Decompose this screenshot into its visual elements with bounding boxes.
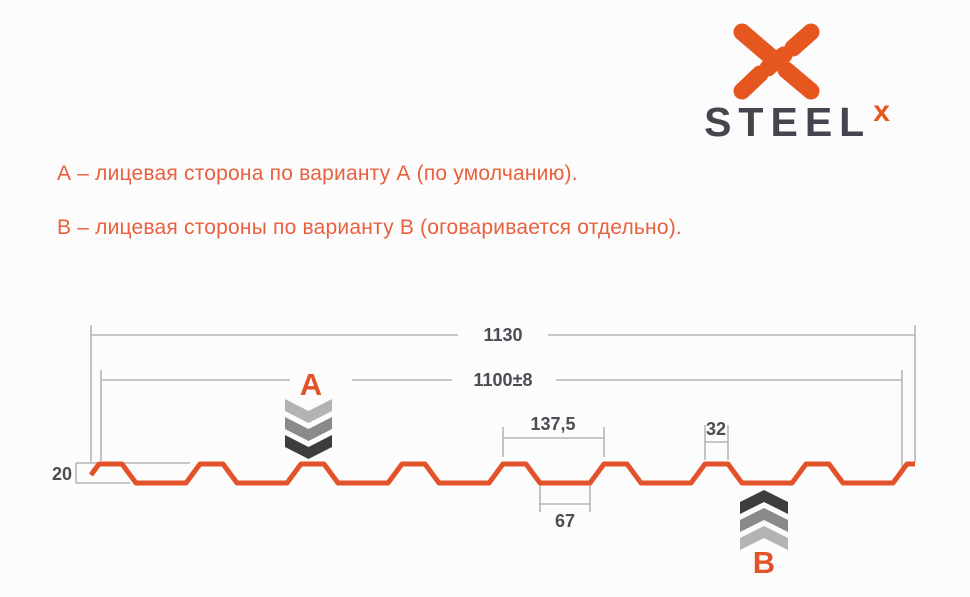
brand-logo: STEEL x <box>682 18 912 150</box>
brand-x-strokes <box>733 23 820 100</box>
side-a-chevrons-down-icon <box>285 399 332 459</box>
chevron-up-light <box>740 526 788 550</box>
note-variant-a: А – лицевая сторона по варианту А (по ум… <box>57 162 578 185</box>
brand-wordmark: STEEL x <box>682 97 912 145</box>
dimension-lines <box>75 325 916 512</box>
dim-overall-width: 1130 <box>483 325 522 345</box>
chevron-down-light <box>285 399 332 423</box>
brand-name: STEEL <box>704 99 872 145</box>
dim-rib-bottom-width: 67 <box>555 511 575 531</box>
dim-working-width: 1100±8 <box>474 370 533 390</box>
chevron-down-mid <box>285 417 332 441</box>
dim-wave-pitch: 137,5 <box>530 414 575 434</box>
dim-rib-top-width: 32 <box>706 419 726 439</box>
dim-profile-height: 20 <box>52 464 72 484</box>
side-b-label: В <box>753 545 775 580</box>
chevron-down-dark <box>285 435 332 459</box>
side-b-chevrons-up-icon <box>740 490 788 550</box>
brand-x-icon <box>733 23 820 100</box>
chevron-up-mid <box>740 508 788 532</box>
chevron-up-dark <box>740 490 788 514</box>
brand-sup-x: x <box>873 95 890 128</box>
note-variant-b: В – лицевая стороны по варианту В (огова… <box>57 216 682 239</box>
side-a-label: А <box>300 367 322 402</box>
profile-drawing: 1130 1100±8 137,5 32 20 67 А В <box>52 325 916 580</box>
sheet-profile-line <box>88 461 915 486</box>
